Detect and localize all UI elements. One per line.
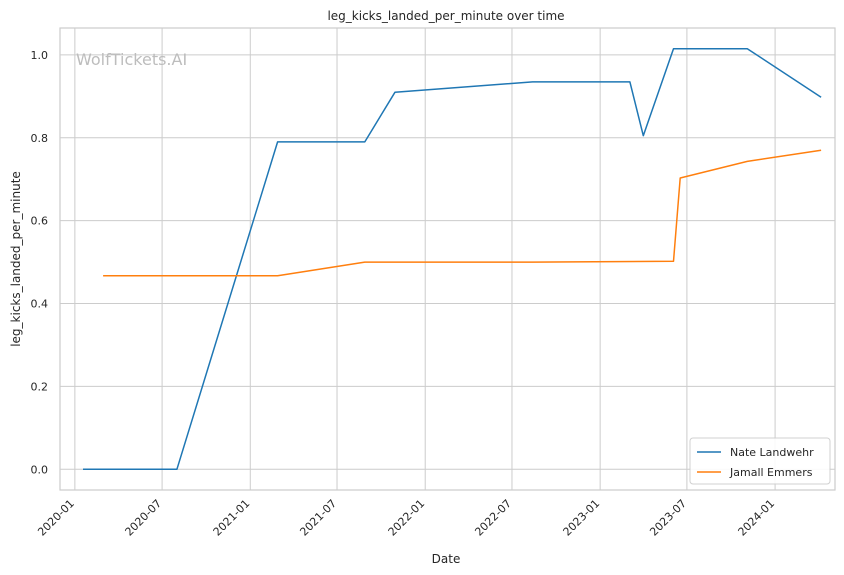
y-tick-label: 0.8 [31,132,49,145]
legend-box [689,437,831,485]
y-tick-label: 0.2 [31,380,49,393]
series-line-nate-landwehr [83,47,822,471]
legend: Nate Landwehr Jamall Emmers [689,437,831,485]
series-lines [83,47,822,471]
x-axis-label: Date [432,552,461,566]
x-tick-label: 2023-07 [647,497,689,539]
x-tick-label: 2022-07 [472,497,514,539]
x-tick-label: 2024-01 [736,497,778,539]
chart-title: leg_kicks_landed_per_minute over time [327,9,564,23]
legend-label: Jamall Emmers [729,466,813,479]
x-tick-label: 2021-01 [211,497,253,539]
x-tick-label: 2021-07 [297,497,339,539]
legend-label: Nate Landwehr [730,446,814,459]
series-line-jamall-emmers [103,149,822,277]
x-tick-label: 2023-01 [561,497,603,539]
y-tick-label: 0.0 [31,463,49,476]
y-tick-label: 0.4 [31,298,49,311]
x-tick-labels: 2020-01 2020-07 2021-01 2021-07 2022-01 2022-… [35,497,777,539]
y-tick-label: 0.6 [31,215,49,228]
grid-lines [60,28,835,490]
plot-frame [59,27,836,491]
y-axis-label: leg_kicks_landed_per_minute [9,171,23,347]
x-tick-label: 2020-07 [123,497,165,539]
y-tick-label: 1.0 [31,49,49,62]
y-tick-labels: 0.0 0.2 0.4 0.6 0.8 1.0 [31,49,49,476]
x-tick-label: 2022-01 [386,497,428,539]
watermark: WolfTickets.AI [76,50,187,69]
x-tick-label: 2020-01 [35,497,77,539]
